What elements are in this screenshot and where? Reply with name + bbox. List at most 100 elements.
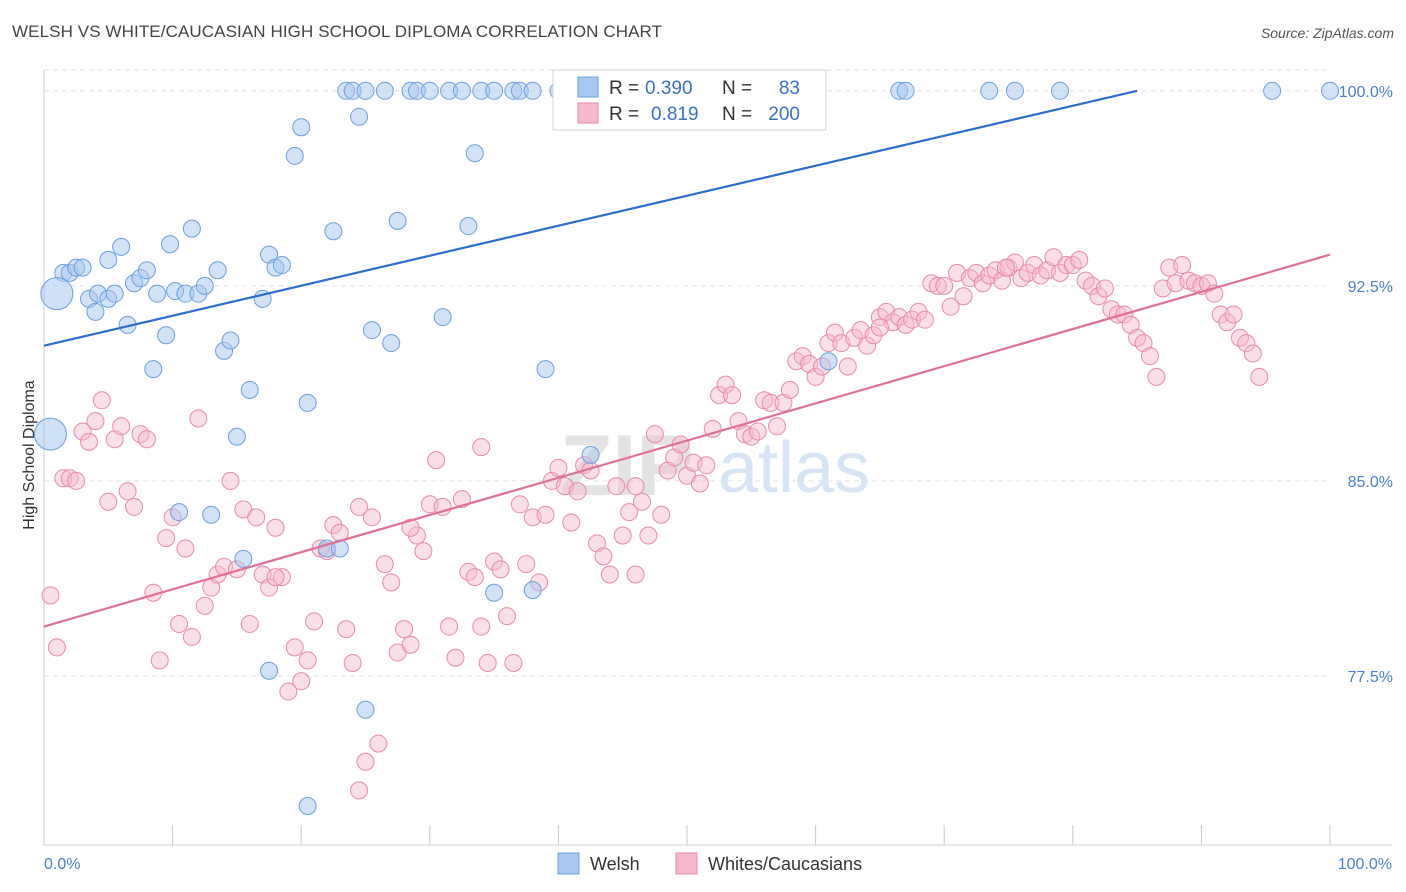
white-point [645,425,664,444]
welsh-point [465,144,484,163]
white-point [1121,315,1140,334]
white-point [748,422,767,441]
welsh-point [350,107,369,126]
bottom-legend-welsh-label: Welsh [590,854,640,874]
welsh-point [433,308,452,327]
white-point [86,412,105,431]
welsh-point [234,549,253,568]
white-point [356,752,375,771]
white-point [626,477,645,496]
welsh-point [356,700,375,719]
white-point [935,276,954,295]
welsh-point [1321,81,1339,100]
white-point [401,518,420,537]
welsh-point [382,334,401,353]
white-point [710,386,729,405]
welsh-point [73,258,92,277]
welsh-point-large [40,277,74,311]
welsh-point [272,256,291,275]
white-point [395,620,414,639]
white-point [369,734,388,753]
white-point [80,432,99,451]
welsh-point [240,380,259,399]
white-point [703,419,722,438]
white-point [594,547,613,566]
welsh-point [298,796,317,815]
white-point [305,612,324,631]
white-point [92,391,111,410]
welsh-point [356,81,375,100]
welsh-point [221,331,240,350]
white-point [1173,256,1192,275]
white-point [504,653,523,672]
white-point [47,638,66,657]
white-point [600,565,619,584]
welsh-point-large [33,417,67,451]
legend-welsh-swatch [577,76,599,98]
white-point [427,451,446,470]
white-point [858,336,877,355]
white-point [928,276,947,295]
white-point [1134,334,1153,353]
white-point [105,430,124,449]
white-point [915,310,934,329]
white-point [632,492,651,511]
grid-lines [44,69,1330,677]
white-point [825,323,844,342]
welsh-point [420,81,439,100]
welsh-point [324,222,343,241]
white-point [517,555,536,574]
white-point [620,503,639,522]
white-point [260,578,279,597]
white-point [247,508,266,527]
legend-welsh-n-label: N = [722,78,752,99]
white-caucasian-points [41,248,1269,800]
white-point [112,417,131,436]
white-point [954,287,973,306]
legend-white-n-value: 200 [768,104,800,125]
white-point [292,672,311,691]
white-point [996,258,1015,277]
white-trend-line [43,253,1331,628]
white-point [157,529,176,548]
source-label: Source: ZipAtlas.com [1260,25,1394,41]
white-point [497,607,516,626]
welsh-point [388,211,407,230]
white-point [510,495,529,514]
white-point [67,471,86,490]
welsh-trend-line [43,89,1138,347]
y-tick-label: 85.0% [1348,474,1393,491]
white-point [350,781,369,800]
welsh-point [523,581,542,600]
white-point [690,474,709,493]
welsh-point [195,276,214,295]
white-point [1250,367,1269,386]
white-point [118,482,137,501]
white-point [716,375,735,394]
white-point [350,497,369,516]
white-point [1224,305,1243,324]
welsh-point [819,352,838,371]
legend-welsh-n-value: 83 [779,78,800,99]
welsh-point [485,583,504,602]
welsh-point [292,118,311,137]
white-point [1237,334,1256,353]
white-point [279,682,298,701]
white-point [697,456,716,475]
white-point [375,555,394,574]
white-point [819,334,838,353]
y-tick-label: 77.5% [1348,669,1393,686]
white-point [1140,347,1159,366]
white-point [298,651,317,670]
white-point [266,568,285,587]
white-point [658,461,677,480]
white-point [626,565,645,584]
welsh-point [1263,81,1282,100]
y-tick-label: 92.5% [1348,279,1393,296]
chart-title: WELSH VS WHITE/CAUCASIAN HIGH SCHOOL DIP… [12,22,663,41]
white-point [613,526,632,545]
y-tick-label: 100.0% [1339,84,1393,101]
welsh-point [452,81,471,100]
white-point [761,393,780,412]
welsh-point [137,261,156,280]
